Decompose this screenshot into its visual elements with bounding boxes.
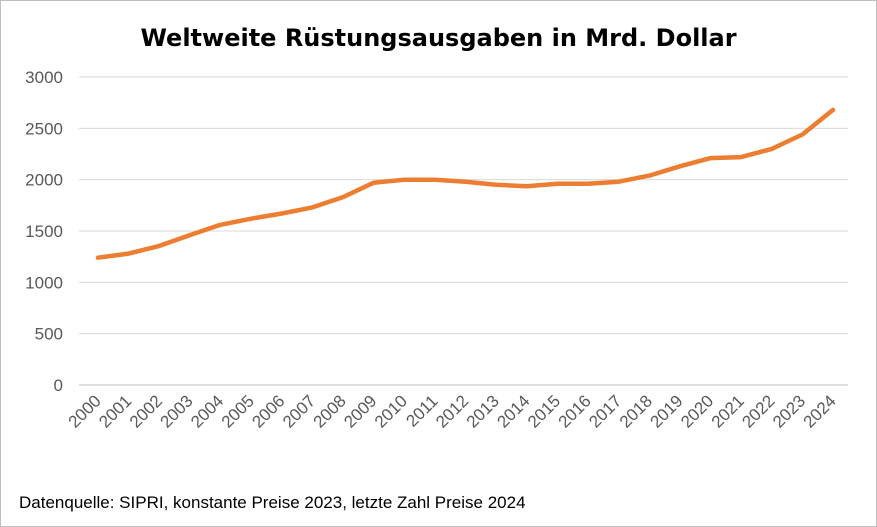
x-tick-label: 2013 xyxy=(463,391,503,431)
x-axis-ticks: 2000200120022003200420052006200720082009… xyxy=(65,391,840,431)
y-tick-label: 500 xyxy=(35,325,63,344)
x-tick-label: 2017 xyxy=(585,391,625,431)
x-tick-label: 2008 xyxy=(310,391,350,431)
x-tick-label: 2007 xyxy=(279,391,319,431)
x-tick-label: 2023 xyxy=(769,391,809,431)
x-tick-label: 2003 xyxy=(157,391,197,431)
y-tick-label: 1500 xyxy=(25,222,63,241)
x-tick-label: 2022 xyxy=(738,391,778,431)
gridlines xyxy=(79,76,848,386)
x-tick-label: 2001 xyxy=(95,391,135,431)
x-tick-label: 2010 xyxy=(371,391,411,431)
x-tick-label: 2016 xyxy=(555,391,595,431)
y-tick-label: 2500 xyxy=(25,119,63,138)
x-tick-label: 2021 xyxy=(708,391,748,431)
x-tick-label: 2015 xyxy=(524,391,564,431)
x-tick-label: 2018 xyxy=(616,391,656,431)
x-tick-label: 2006 xyxy=(248,391,288,431)
x-tick-label: 2019 xyxy=(647,391,687,431)
x-tick-label: 2012 xyxy=(432,391,472,431)
y-tick-label: 2000 xyxy=(25,171,63,190)
y-tick-label: 1000 xyxy=(25,273,63,292)
y-tick-label: 0 xyxy=(54,376,63,395)
x-tick-label: 2005 xyxy=(218,391,258,431)
x-tick-label: 2004 xyxy=(187,391,227,431)
x-tick-label: 2014 xyxy=(493,391,533,431)
x-tick-label: 2020 xyxy=(677,391,717,431)
x-tick-label: 2009 xyxy=(340,391,380,431)
y-tick-label: 3000 xyxy=(25,68,63,87)
series-line-0 xyxy=(95,107,836,260)
x-tick-label: 2024 xyxy=(800,391,840,431)
x-tick-label: 2011 xyxy=(402,391,441,430)
source-note: Datenquelle: SIPRI, konstante Preise 202… xyxy=(19,493,526,512)
series-group xyxy=(95,107,836,260)
y-axis-ticks: 0 500 1000 1500 2000 2500 3000 xyxy=(25,68,63,395)
chart-title: Weltweite Rüstungsausgaben in Mrd. Dolla… xyxy=(140,24,737,52)
x-tick-label: 2000 xyxy=(65,391,105,431)
x-tick-label: 2002 xyxy=(126,391,166,431)
